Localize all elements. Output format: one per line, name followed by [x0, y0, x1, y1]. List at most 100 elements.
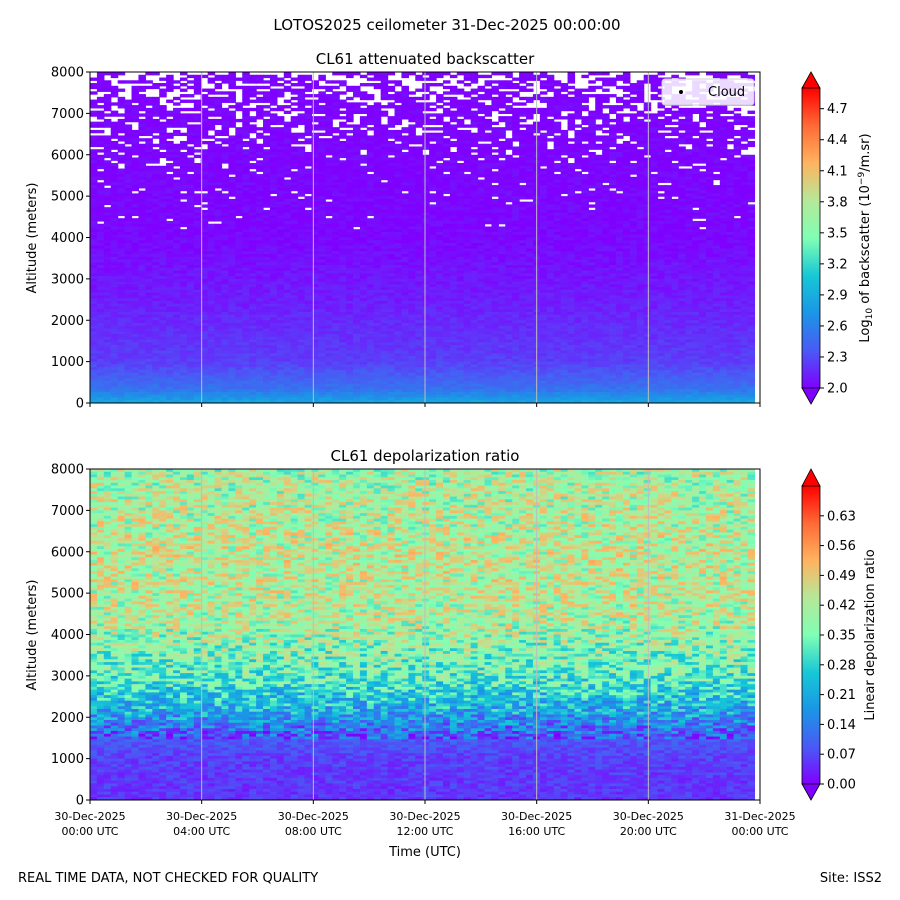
heatmap-cell: [332, 209, 340, 214]
heatmap-cell: [678, 138, 686, 142]
heatmap-cell: [602, 215, 610, 219]
heatmap-cell: [110, 209, 119, 214]
heatmap-cell: [290, 185, 299, 189]
heatmap-cell: [387, 140, 396, 145]
heatmap-cell: [692, 149, 700, 153]
heatmap-cell: [636, 113, 645, 117]
heatmap-cell: [546, 226, 555, 230]
heatmap-cell: [380, 240, 389, 244]
heatmap-cell: [484, 149, 493, 153]
heatmap-cell: [733, 240, 742, 244]
heatmap-cell: [726, 193, 735, 197]
heatmap-cell: [145, 201, 153, 205]
heatmap-cell: [152, 83, 160, 87]
heatmap-cell: [567, 113, 576, 117]
heatmap-cell: [484, 94, 493, 98]
heatmap-cell: [408, 223, 416, 228]
heatmap-cell: [449, 116, 458, 120]
heatmap-cell: [318, 105, 326, 109]
heatmap-cell: [90, 99, 98, 103]
heatmap-cell: [553, 96, 562, 101]
heatmap-cell: [263, 237, 271, 241]
heatmap-cell: [228, 231, 236, 236]
heatmap-cell: [526, 116, 534, 120]
heatmap-cell: [719, 234, 728, 239]
heatmap-cell: [401, 113, 409, 117]
heatmap-cell: [574, 105, 582, 109]
heatmap-cell: [117, 154, 126, 159]
heatmap-cell: [200, 171, 209, 175]
heatmap-cell: [401, 243, 409, 247]
heatmap-cell: [470, 72, 479, 76]
heatmap-cell: [366, 138, 375, 142]
heatmap-cell: [380, 124, 389, 128]
heatmap-cell: [159, 91, 167, 95]
heatmap-cell: [629, 96, 638, 101]
heatmap-cell: [643, 149, 652, 153]
heatmap-cell: [442, 231, 451, 236]
heatmap-cell: [671, 176, 679, 181]
heatmap-cell: [560, 135, 569, 139]
heatmap-cell: [636, 88, 645, 92]
heatmap-cell: [705, 182, 714, 186]
heatmap-cell: [311, 110, 319, 114]
heatmap-cell: [740, 193, 749, 197]
heatmap-cell: [110, 91, 119, 95]
heatmap-cell: [394, 212, 403, 217]
heatmap-cell: [200, 157, 209, 161]
heatmap-cell: [415, 96, 423, 101]
heatmap-cell: [498, 91, 506, 95]
heatmap-cell: [567, 154, 576, 159]
heatmap-cell: [650, 218, 659, 222]
heatmap-cell: [740, 231, 749, 236]
heatmap-cell: [297, 149, 306, 153]
heatmap-cell: [117, 220, 126, 225]
heatmap-cell: [553, 229, 562, 233]
heatmap-cell: [325, 140, 333, 145]
heatmap-cell: [173, 193, 181, 197]
heatmap-cell: [477, 102, 486, 106]
heatmap-cell: [498, 165, 506, 170]
heatmap-cell: [380, 157, 389, 161]
heatmap-cell: [276, 218, 285, 222]
heatmap-cell: [152, 124, 160, 128]
heatmap-cell: [179, 99, 188, 103]
heatmap-cell: [297, 74, 306, 79]
heatmap-cell: [263, 212, 271, 217]
heatmap-cell: [436, 190, 444, 194]
heatmap-cell: [470, 160, 479, 164]
heatmap-cell: [636, 96, 645, 101]
heatmap-cell: [415, 151, 423, 156]
heatmap-cell: [166, 187, 174, 192]
heatmap-cell: [616, 105, 624, 109]
heatmap-cell: [276, 212, 285, 217]
heatmap-cell: [733, 176, 742, 181]
heatmap-cell: [249, 237, 257, 241]
heatmap-cell: [505, 207, 513, 211]
heatmap-cell: [609, 196, 617, 200]
heatmap-cell: [581, 163, 589, 167]
heatmap-cell: [401, 240, 409, 244]
heatmap-cell: [380, 163, 389, 167]
heatmap-cell: [186, 196, 195, 200]
heatmap-cell: [588, 127, 596, 131]
heatmap-cell: [373, 105, 382, 109]
heatmap-cell: [567, 146, 576, 150]
heatmap-cell: [297, 209, 306, 214]
heatmap-cell: [733, 171, 742, 175]
heatmap-cell: [712, 198, 721, 203]
heatmap-cell: [311, 182, 319, 186]
heatmap-cell: [712, 215, 721, 219]
heatmap-cell: [740, 218, 749, 222]
heatmap-cell: [408, 160, 416, 164]
heatmap-cell: [436, 99, 444, 103]
heatmap-cell: [740, 204, 749, 208]
heatmap-cell: [636, 149, 645, 153]
heatmap-cell: [297, 220, 306, 225]
heatmap-cell: [228, 168, 236, 172]
heatmap-cell: [491, 190, 499, 194]
heatmap-cell: [442, 154, 451, 159]
heatmap-cell: [505, 110, 513, 114]
heatmap-cell: [249, 218, 257, 222]
heatmap-cell: [332, 212, 340, 217]
